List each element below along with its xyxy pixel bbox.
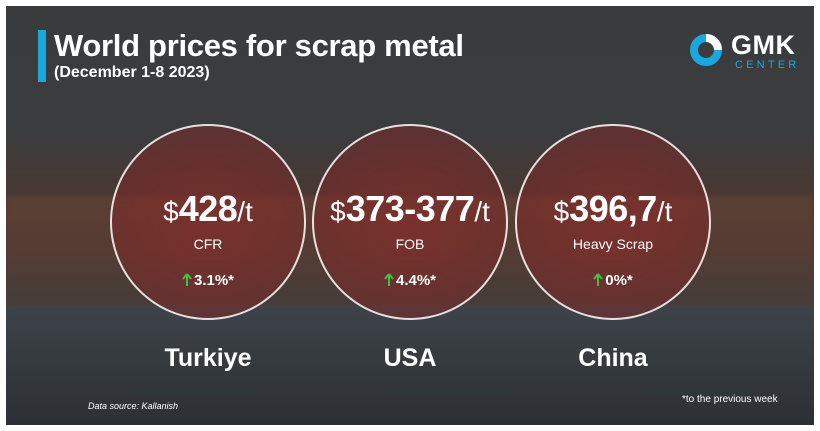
price-unit: /t — [474, 196, 490, 227]
price: $428/t — [112, 188, 304, 230]
price-basis: Heavy Scrap — [572, 236, 654, 252]
price: $396,7/t — [517, 188, 709, 230]
up-arrow — [384, 273, 394, 286]
price-card: $396,7/t Heavy Scrap 0%* — [515, 124, 711, 320]
currency: $ — [163, 196, 179, 227]
subtitle: (December 1-8 2023) — [54, 64, 210, 81]
price-amount: 373-377 — [345, 188, 475, 229]
currency: $ — [553, 196, 570, 227]
price-amount: 396,7 — [569, 188, 657, 229]
price-unit: /t — [656, 196, 673, 227]
price-change: 0%* — [517, 272, 709, 289]
logo-tagline: CENTER — [735, 59, 800, 71]
footnote: *to the previous week — [682, 394, 778, 405]
price-change: 4.4%* — [314, 272, 506, 289]
background-water — [6, 306, 814, 425]
data-source: Data source: Kallanish — [88, 401, 179, 411]
price-amount: 428 — [178, 188, 238, 229]
change-value: 3.1%* — [193, 272, 235, 289]
price-basis: CFR — [193, 236, 223, 252]
change-value: 0%* — [605, 272, 633, 289]
price: $373-377/t — [314, 188, 506, 230]
price-card: $428/t CFR 3.1%* — [110, 124, 306, 320]
infographic: World prices for scrap metal (December 1… — [6, 6, 814, 425]
up-arrow — [593, 273, 604, 286]
title: World prices for scrap metal — [54, 28, 464, 63]
country-label: Turkiye — [164, 344, 252, 372]
up-arrow — [182, 273, 192, 286]
country-label: China — [578, 344, 648, 372]
price-basis: FOB — [395, 236, 425, 252]
logo-name: GMK — [731, 30, 796, 60]
price-card: $373-377/t FOB 4.4%* — [312, 124, 508, 320]
title-accent — [38, 30, 46, 82]
currency: $ — [330, 196, 346, 227]
price-unit: /t — [237, 196, 253, 227]
price-change: 3.1%* — [112, 272, 304, 289]
country-label: USA — [383, 344, 437, 372]
change-value: 4.4%* — [395, 272, 437, 289]
logo-icon — [690, 34, 722, 66]
